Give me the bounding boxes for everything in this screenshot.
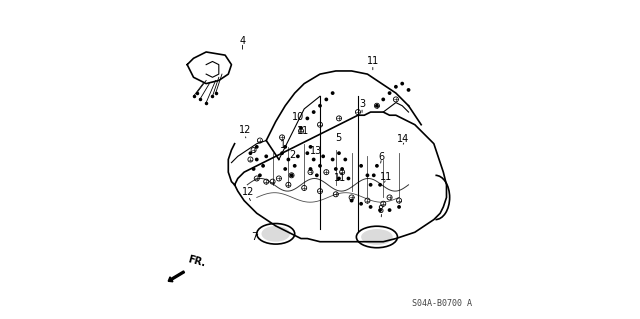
Text: 11: 11 (335, 174, 347, 183)
Circle shape (388, 208, 392, 212)
Text: 3: 3 (359, 99, 365, 109)
Text: S04A-B0700 A: S04A-B0700 A (412, 299, 472, 308)
Circle shape (284, 167, 287, 171)
Circle shape (315, 174, 319, 177)
Text: 7: 7 (252, 232, 258, 242)
Circle shape (378, 208, 382, 212)
Circle shape (381, 98, 385, 101)
Circle shape (331, 91, 335, 95)
Circle shape (264, 154, 268, 158)
Circle shape (375, 104, 379, 108)
Circle shape (359, 202, 363, 206)
Circle shape (321, 154, 325, 158)
Circle shape (312, 158, 316, 161)
Text: 10: 10 (292, 112, 305, 122)
Circle shape (388, 91, 392, 95)
Ellipse shape (361, 229, 393, 245)
Circle shape (299, 126, 303, 130)
Circle shape (290, 174, 293, 177)
Circle shape (372, 174, 376, 177)
Text: 6: 6 (379, 152, 385, 162)
Ellipse shape (262, 226, 290, 242)
Circle shape (334, 167, 338, 171)
Text: 1: 1 (280, 140, 286, 150)
Circle shape (344, 158, 347, 161)
Text: 11: 11 (298, 126, 310, 136)
FancyArrow shape (168, 271, 184, 282)
Text: 8: 8 (377, 205, 383, 215)
Text: 2: 2 (289, 150, 296, 160)
Circle shape (252, 167, 255, 171)
Circle shape (378, 183, 382, 187)
Text: 4: 4 (239, 36, 246, 46)
Circle shape (337, 177, 341, 180)
Text: 14: 14 (397, 134, 409, 144)
Circle shape (255, 145, 259, 149)
Circle shape (365, 174, 369, 177)
Circle shape (318, 164, 322, 168)
Circle shape (375, 164, 379, 168)
Text: FR.: FR. (186, 254, 206, 269)
Circle shape (296, 154, 300, 158)
Text: 11: 11 (380, 172, 392, 182)
Circle shape (394, 85, 398, 89)
Circle shape (284, 145, 287, 149)
Text: 13: 13 (310, 146, 323, 156)
Circle shape (258, 174, 262, 177)
Circle shape (261, 164, 265, 168)
Circle shape (401, 82, 404, 85)
Circle shape (308, 145, 312, 149)
Circle shape (255, 158, 259, 161)
Circle shape (369, 205, 372, 209)
Circle shape (337, 151, 341, 155)
Text: 5: 5 (335, 133, 342, 143)
Text: 11: 11 (367, 56, 379, 66)
Text: 12: 12 (239, 125, 251, 135)
Circle shape (369, 183, 372, 187)
Circle shape (397, 205, 401, 209)
Text: 12: 12 (242, 187, 255, 197)
Circle shape (305, 116, 309, 120)
Circle shape (308, 167, 312, 171)
Circle shape (324, 98, 328, 101)
Circle shape (312, 110, 316, 114)
Circle shape (305, 151, 309, 155)
Circle shape (347, 177, 350, 180)
Circle shape (287, 158, 291, 161)
Circle shape (340, 167, 344, 171)
Circle shape (318, 104, 322, 108)
Circle shape (293, 164, 296, 168)
Circle shape (248, 151, 252, 155)
Circle shape (349, 199, 353, 203)
Circle shape (359, 164, 363, 168)
Circle shape (331, 158, 335, 161)
Circle shape (406, 88, 410, 92)
Circle shape (280, 151, 284, 155)
